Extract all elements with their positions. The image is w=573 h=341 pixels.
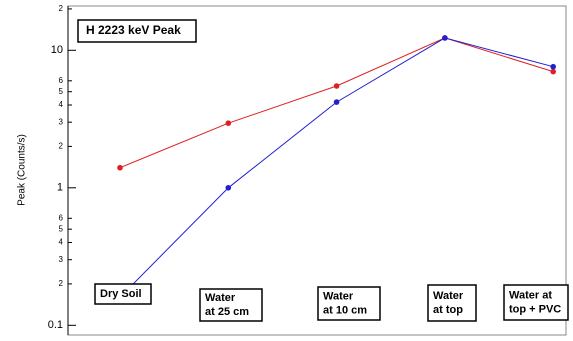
- y-tick-label: 5: [59, 224, 64, 233]
- data-point: [550, 63, 556, 70]
- y-tick-label: 1: [57, 182, 63, 194]
- data-point: [225, 120, 232, 127]
- title-box: [77, 19, 197, 43]
- series-line: [119, 37, 554, 298]
- y-axis-label: Peak (Counts/s): [17, 134, 28, 206]
- y-tick-label: 3: [59, 255, 64, 264]
- category-label: at 25 cm: [205, 306, 249, 318]
- category-label: Water: [433, 290, 464, 302]
- y-tick-label: 4: [59, 100, 64, 109]
- y-tick-label: 3: [59, 117, 64, 126]
- data-point: [225, 184, 232, 191]
- category-label: top + PVC: [509, 303, 561, 315]
- category-label: Water: [323, 290, 354, 302]
- y-tick-label: 2: [59, 279, 64, 288]
- category-box: [503, 284, 569, 321]
- y-tick-label: 0.1: [48, 319, 63, 331]
- data-point: [333, 99, 340, 105]
- data-point: [550, 68, 556, 75]
- y-tick-label: 6: [59, 76, 64, 85]
- category-box: [427, 284, 477, 322]
- y-tick-label: 10: [51, 44, 63, 56]
- y-tick-label: 2: [59, 4, 64, 13]
- chart-title: H 2223 keV Peak: [86, 23, 181, 37]
- category-box: [199, 288, 263, 322]
- y-tick-label: 6: [59, 213, 64, 222]
- y-tick-label: 5: [59, 87, 64, 96]
- y-tick-label: 4: [59, 238, 64, 247]
- data-point: [333, 83, 340, 89]
- category-box: [317, 286, 381, 321]
- data-point: [442, 35, 448, 41]
- category-label: Dry Soil: [100, 288, 142, 300]
- category-label: Water at: [509, 289, 552, 301]
- category-label: at 10 cm: [323, 304, 367, 316]
- y-tick-label: 2: [59, 142, 64, 151]
- data-point: [117, 164, 123, 171]
- category-label: Water: [205, 292, 236, 304]
- category-label: at top: [433, 304, 463, 316]
- category-box: [94, 283, 152, 305]
